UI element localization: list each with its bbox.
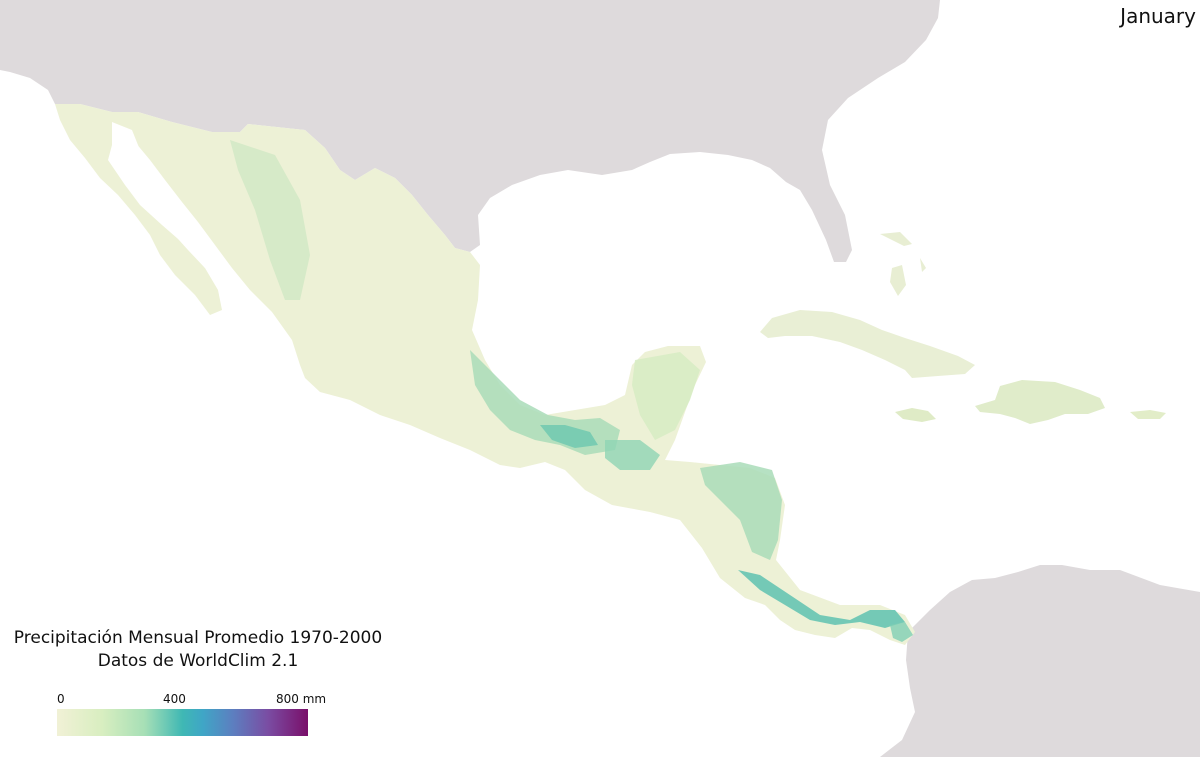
- bahamas-islands: [880, 232, 926, 296]
- hispaniola-landmass: [975, 380, 1105, 424]
- wet-zone-costa-rica: [738, 570, 905, 628]
- wet-zone-panama-east: [890, 622, 913, 642]
- wet-zone-honduras: [700, 462, 782, 560]
- month-label: January: [1120, 4, 1196, 28]
- wet-zone-veracruz: [470, 350, 620, 455]
- legend-tick-min: 0: [57, 692, 65, 706]
- puerto-rico-landmass: [1130, 410, 1166, 419]
- legend-tick-mid: 400: [163, 692, 186, 706]
- wet-zone-sierra-madre: [230, 140, 310, 300]
- wet-zone-guatemala: [605, 440, 660, 470]
- cuba-landmass: [760, 310, 975, 378]
- usa-landmass: [0, 0, 940, 262]
- jamaica-landmass: [895, 408, 936, 422]
- legend-color-ramp: [57, 709, 308, 736]
- legend-tick-max: 800 mm: [276, 692, 327, 706]
- wet-zone-yucatan: [632, 352, 700, 440]
- south-america-landmass: [880, 565, 1200, 757]
- map-title: Precipitación Mensual Promedio 1970-2000: [13, 628, 383, 648]
- wet-zone-chiapas: [540, 425, 598, 448]
- map-subtitle: Datos de WorldClim 2.1: [97, 651, 299, 671]
- gulf-of-california: [112, 122, 215, 270]
